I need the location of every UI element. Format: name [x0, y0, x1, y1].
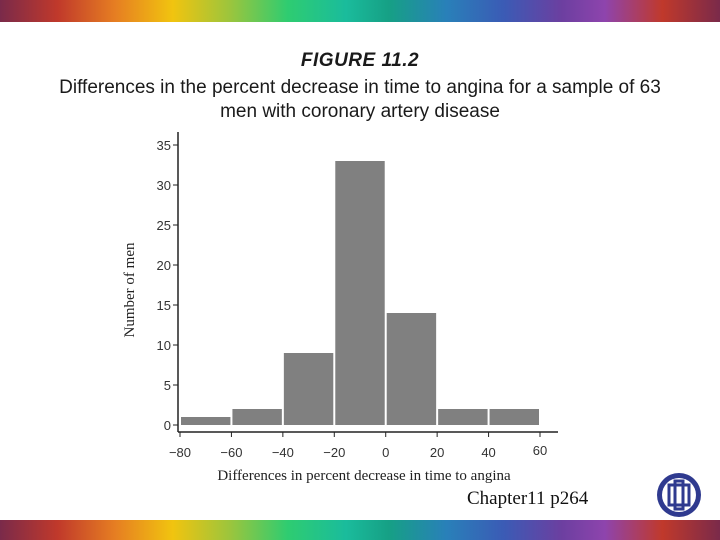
top-color-band: [0, 0, 720, 22]
histogram-bar: [232, 409, 282, 425]
x-axis-label: Differences in percent decrease in time …: [217, 468, 511, 484]
bars-group: [181, 161, 539, 425]
axes-group: [177, 132, 558, 433]
y-tick-label: 15: [157, 298, 171, 313]
y-tick-label: 20: [157, 258, 171, 273]
university-seal-icon: [656, 472, 702, 518]
histogram-bar: [438, 409, 488, 425]
y-tick-label: 25: [157, 218, 171, 233]
caption-line-2: men with coronary artery disease: [220, 101, 500, 122]
slide-footer-label: Chapter11 p264: [467, 488, 589, 509]
x-tick-label: 60: [533, 443, 547, 458]
x-tick-label: 0: [382, 445, 389, 460]
caption-line-1: Differences in the percent decrease in t…: [59, 77, 661, 98]
histogram-bar: [283, 353, 334, 425]
x-tick-label: −40: [272, 445, 294, 460]
figure-label: FIGURE 11.2: [300, 50, 420, 71]
histogram-bar: [386, 313, 437, 425]
histogram-bar: [335, 161, 385, 425]
y-tick-label: 35: [157, 138, 171, 153]
histogram-bar: [489, 409, 539, 425]
y-tick-label: 10: [157, 338, 171, 353]
y-tick-label: 0: [164, 418, 171, 433]
x-tick-label: 20: [430, 445, 444, 460]
y-axis-label: Number of men: [122, 242, 138, 337]
x-tick-label: −80: [169, 445, 191, 460]
x-tick-label: −60: [220, 445, 242, 460]
x-tick-label: 40: [481, 445, 495, 460]
y-tick-label: 30: [157, 178, 171, 193]
y-ticks-group: 0 5 10 15 20 25 30 35: [157, 138, 178, 433]
bottom-color-band: [0, 520, 720, 540]
x-ticks-group: −80 −60 −40 −20 0 20 40 60: [169, 432, 547, 460]
histogram-bar: [181, 417, 231, 425]
y-tick-label: 5: [164, 378, 171, 393]
x-tick-label: −20: [323, 445, 345, 460]
